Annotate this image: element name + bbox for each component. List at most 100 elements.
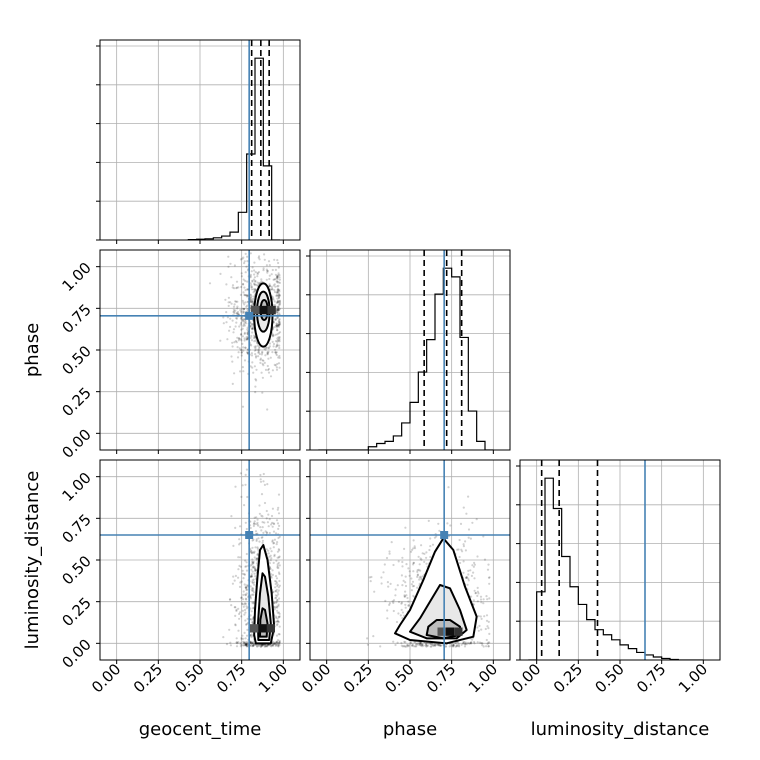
- sample-point: [239, 643, 242, 646]
- sample-point: [273, 289, 276, 292]
- sample-point: [277, 323, 281, 326]
- sample-point: [258, 282, 261, 285]
- sample-point: [272, 320, 276, 323]
- sample-point: [266, 353, 269, 356]
- sample-point: [273, 278, 276, 281]
- sample-point: [278, 564, 281, 567]
- sample-point: [275, 324, 278, 327]
- sample-point: [243, 303, 246, 306]
- sample-point: [231, 382, 234, 385]
- sample-point: [241, 335, 244, 338]
- sample-point: [483, 615, 486, 618]
- sample-point: [276, 641, 279, 645]
- sample-point: [277, 320, 280, 323]
- sample-point: [277, 294, 280, 297]
- sample-point: [416, 574, 419, 577]
- sample-point: [274, 285, 277, 288]
- sample-point: [404, 641, 407, 644]
- sample-point: [278, 323, 281, 327]
- sample-point: [240, 333, 243, 336]
- sample-point: [278, 356, 281, 359]
- sample-point: [232, 305, 236, 308]
- sample-point: [276, 508, 279, 511]
- sample-point: [251, 301, 254, 304]
- sample-point: [244, 597, 247, 600]
- sample-point: [380, 576, 383, 579]
- sample-point: [469, 641, 472, 645]
- sample-point: [272, 561, 275, 565]
- sample-point: [239, 308, 242, 312]
- sample-point: [277, 287, 280, 290]
- sample-point: [470, 595, 473, 598]
- sample-point: [444, 645, 447, 648]
- sample-point: [256, 547, 259, 550]
- sample-point: [420, 558, 423, 561]
- sample-point: [276, 606, 279, 609]
- sample-point: [266, 351, 269, 354]
- sample-point: [246, 326, 249, 329]
- sample-point: [420, 544, 423, 547]
- sample-point: [251, 539, 254, 542]
- sample-point: [407, 567, 410, 570]
- sample-point: [411, 548, 414, 552]
- sample-point: [430, 645, 433, 648]
- sample-point: [253, 283, 256, 286]
- sample-point: [278, 572, 281, 576]
- sample-point: [273, 290, 277, 294]
- sample-point: [481, 644, 484, 647]
- sample-point: [268, 342, 272, 345]
- sample-point: [250, 325, 253, 328]
- sample-point: [258, 346, 261, 349]
- sample-point: [235, 312, 239, 315]
- sample-point: [413, 545, 416, 548]
- sample-point: [278, 549, 281, 552]
- sample-point: [411, 644, 414, 647]
- density-panel-phase-vs-luminosity-distance: [306, 459, 511, 664]
- sample-point: [226, 338, 229, 341]
- sample-point: [270, 523, 273, 526]
- sample-point: [254, 575, 257, 578]
- sample-point: [274, 532, 278, 535]
- sample-point: [406, 596, 409, 600]
- sample-point: [277, 322, 281, 325]
- sample-point: [277, 301, 280, 304]
- sample-point: [471, 564, 474, 567]
- sample-point: [225, 643, 229, 646]
- sample-point: [418, 644, 422, 647]
- sample-point: [401, 560, 404, 564]
- sample-point: [411, 644, 414, 647]
- sample-point: [259, 645, 262, 648]
- sample-point: [253, 583, 256, 586]
- sample-point: [242, 324, 245, 327]
- y-tick-label: 0.00: [58, 635, 94, 671]
- sample-point: [243, 339, 246, 342]
- sample-point: [274, 268, 277, 271]
- sample-point: [400, 602, 403, 605]
- sample-point: [472, 565, 475, 568]
- sample-point: [245, 265, 248, 268]
- sample-point: [278, 319, 281, 322]
- sample-point: [272, 298, 275, 301]
- sample-point: [276, 541, 279, 544]
- sample-point: [250, 568, 253, 571]
- sample-point: [252, 601, 255, 604]
- sample-point: [250, 551, 253, 554]
- sample-point: [261, 515, 264, 518]
- sample-point: [246, 255, 249, 258]
- sample-point: [208, 282, 212, 285]
- sample-point: [488, 632, 491, 636]
- sample-point: [259, 473, 262, 477]
- sample-point: [276, 308, 279, 311]
- sample-point: [388, 603, 391, 607]
- sample-point: [254, 279, 257, 282]
- sample-point: [237, 607, 240, 610]
- sample-point: [477, 592, 480, 595]
- sample-point: [252, 566, 255, 569]
- sample-point: [274, 597, 277, 600]
- sample-point: [222, 316, 225, 319]
- sample-point: [469, 537, 472, 540]
- sample-point: [250, 575, 254, 578]
- sample-point: [410, 583, 413, 586]
- sample-point: [429, 642, 432, 645]
- sample-point: [277, 362, 281, 365]
